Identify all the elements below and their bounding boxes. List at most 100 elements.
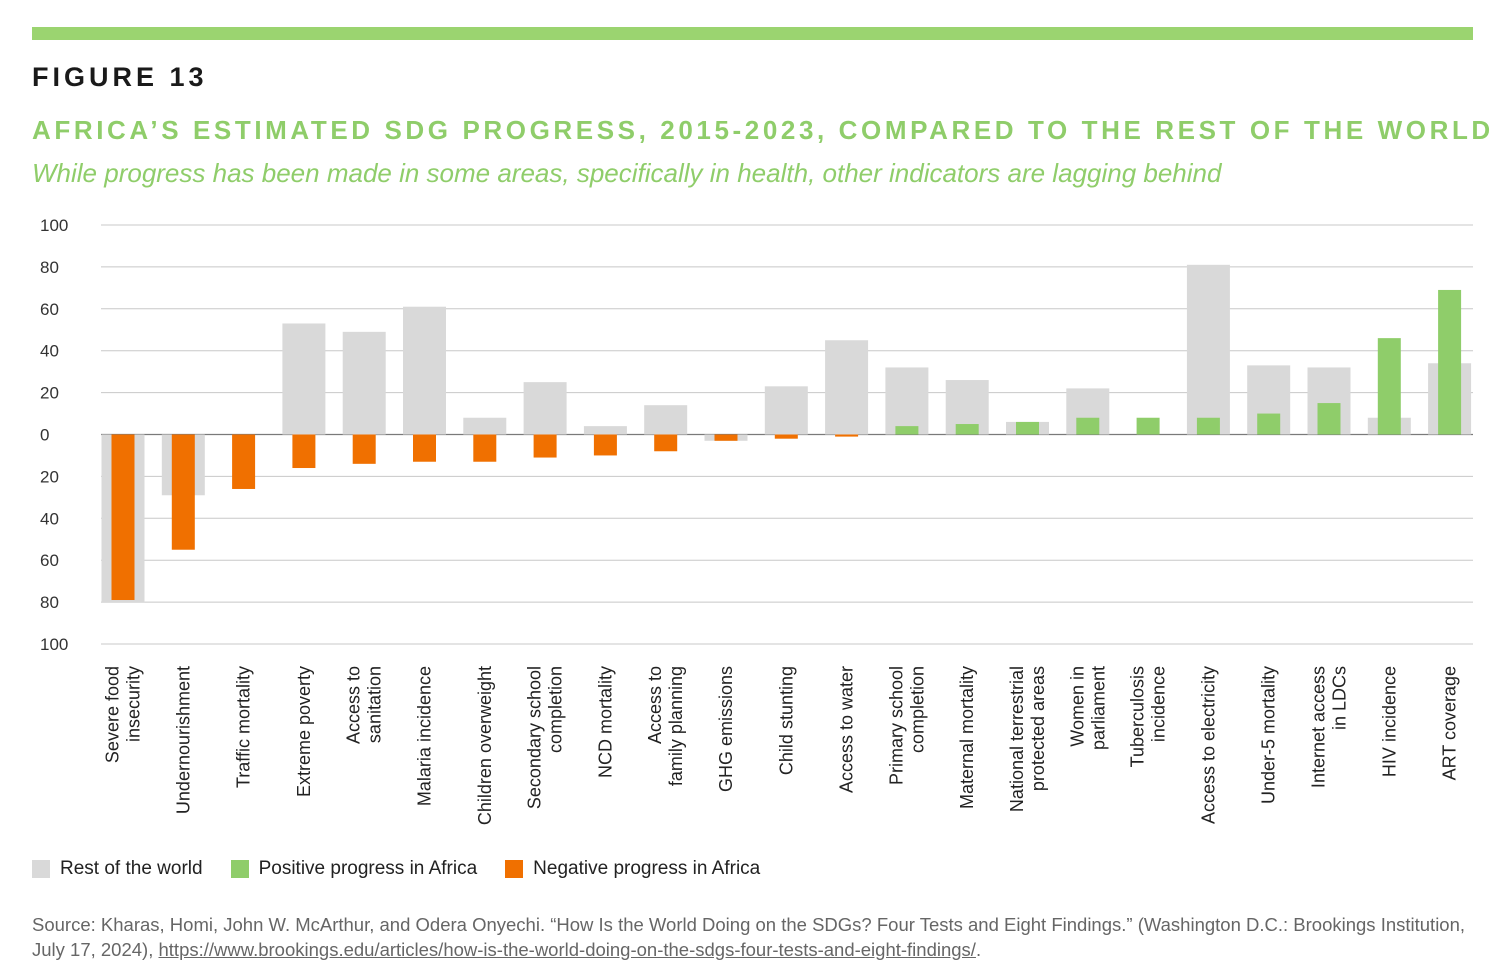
x-tick-label-line: Undernourishment — [173, 666, 193, 814]
bar-africa-negative — [473, 434, 497, 462]
y-tick-label: 20 — [40, 467, 59, 486]
x-tick-label-line: ART coverage — [1440, 666, 1460, 780]
bar-chart: 100 80 60 40 20 0 20 40 60 80 100 Severe food insecu… — [40, 216, 1473, 825]
bar-africa-negative — [835, 434, 859, 437]
bar-africa-negative — [171, 434, 195, 550]
x-tick-label-line: National terrestrial — [1007, 666, 1027, 812]
chart-subtitle: While progress has been made in some are… — [32, 158, 1222, 188]
legend-label-positive: Positive progress in Africa — [258, 858, 478, 879]
bar-africa-negative — [714, 434, 738, 441]
y-tick-label: 40 — [40, 509, 59, 528]
x-tick-label-line: Severe food — [103, 666, 123, 763]
bar-africa-positive — [1196, 417, 1220, 435]
bar-rest-of-world — [463, 417, 507, 435]
bar-rest-of-world — [523, 382, 567, 435]
x-tick-label-line: Child stunting — [776, 666, 796, 775]
bar-africa-positive — [895, 426, 919, 435]
y-tick-label: 80 — [40, 258, 59, 277]
bar-africa-negative — [413, 434, 436, 462]
legend-swatch-rest-of-world — [32, 860, 50, 878]
x-tick-label: HIV incidence — [1379, 666, 1399, 777]
x-tick-label: ART coverage — [1440, 666, 1460, 780]
x-tick-label-line: in LDCs — [1330, 666, 1350, 730]
x-tick-label: Extreme poverty — [294, 666, 314, 797]
x-tick-label: Secondary school completion — [525, 666, 566, 809]
x-tick-label: Primary school completion — [886, 666, 927, 785]
x-tick-label: Malaria incidence — [415, 666, 435, 806]
legend-swatch-negative — [505, 860, 524, 878]
bar-rest-of-world — [764, 386, 808, 435]
x-tick-label: National terrestrial protected areas — [1007, 666, 1048, 812]
legend: Rest of the world Positive progress in A… — [32, 858, 788, 880]
x-tick-label-line: Women in — [1067, 666, 1087, 747]
x-tick-label-line: Primary school — [886, 666, 906, 785]
source-link[interactable]: https://www.brookings.edu/articles/how-i… — [158, 939, 976, 960]
x-tick-label: Traffic mortality — [234, 666, 254, 788]
x-tick-label: Under-5 mortality — [1259, 666, 1279, 804]
bar-africa-positive — [1136, 417, 1160, 435]
x-tick-label: Maternal mortality — [957, 666, 977, 809]
legend-swatch-positive — [230, 860, 249, 878]
x-tick-label-line: Secondary school — [525, 666, 545, 809]
bar-africa-positive — [1016, 421, 1039, 435]
y-tick-label: 0 — [40, 426, 49, 445]
legend-label-rest-of-world: Rest of the world — [60, 858, 203, 879]
x-tick-label: Access to water — [837, 666, 857, 793]
bar-rest-of-world — [282, 323, 326, 435]
legend-item-rest-of-world: Rest of the world — [32, 858, 203, 880]
bar-africa-positive — [1438, 289, 1462, 435]
x-tick-label: Children overweight — [475, 666, 495, 825]
x-tick-label-line: Access to electricity — [1198, 666, 1218, 824]
y-tick-label: 100 — [40, 635, 68, 654]
legend-label-negative: Negative progress in Africa — [533, 858, 761, 879]
x-tick-label-line: HIV incidence — [1379, 666, 1399, 777]
x-tick-label: Undernourishment — [173, 666, 193, 814]
legend-item-negative: Negative progress in Africa — [505, 858, 760, 880]
x-tick-label-line: Traffic mortality — [234, 666, 254, 788]
y-tick-label: 60 — [40, 300, 59, 319]
y-tick-label: 100 — [40, 216, 68, 235]
chart-title: AFRICA’S ESTIMATED SDG PROGRESS, 2015-20… — [32, 115, 1494, 145]
x-tick-label-line: insecurity — [124, 666, 144, 742]
x-tick-label-line: GHG emissions — [716, 666, 736, 792]
x-tick-label-line: protected areas — [1028, 666, 1048, 791]
bar-rest-of-world — [403, 306, 446, 435]
x-tick-label: Women in parliament — [1067, 666, 1108, 750]
x-tick-label: Tuberculosis incidence — [1128, 666, 1169, 767]
x-tick-label-line: Malaria incidence — [415, 666, 435, 806]
bar-rest-of-world — [644, 405, 688, 435]
y-tick-label: 40 — [40, 342, 59, 361]
x-tick-label: Severe food insecurity — [103, 666, 144, 763]
x-tick-label: NCD mortality — [595, 666, 615, 778]
x-tick-label: Access to family planning — [645, 666, 686, 786]
bar-rest-of-world — [825, 340, 869, 435]
bar-africa-negative — [111, 434, 135, 601]
y-tick-label: 80 — [40, 593, 59, 612]
x-tick-label: Child stunting — [776, 666, 796, 775]
x-tick-label-line: family planning — [666, 666, 686, 786]
bar-rest-of-world — [342, 331, 386, 435]
bar-rest-of-world — [885, 367, 929, 435]
legend-item-positive: Positive progress in Africa — [230, 858, 478, 880]
x-tick-label: Internet access in LDCs — [1309, 666, 1350, 788]
bar-africa-negative — [654, 434, 678, 452]
x-tick-label-line: Children overweight — [475, 666, 495, 825]
x-tick-label-line: Internet access — [1309, 666, 1329, 788]
x-tick-label-line: Under-5 mortality — [1259, 666, 1279, 804]
x-tick-label-line: Access to — [645, 666, 665, 744]
x-tick-label-line: NCD mortality — [595, 666, 615, 778]
x-tick-label-line: completion — [546, 666, 566, 753]
x-tick-label-line: Access to water — [837, 666, 857, 793]
source-text: Source: Kharas, Homi, John W. McArthur, … — [32, 914, 1466, 960]
figure-label: FIGURE 13 — [32, 62, 208, 92]
bar-africa-negative — [533, 434, 557, 458]
bar-africa-positive — [1257, 413, 1281, 435]
bar-rest-of-world — [583, 426, 627, 435]
x-tick-label-line: completion — [907, 666, 927, 753]
x-tick-label: Access to sanitation — [344, 666, 385, 744]
x-tick-label-line: Maternal mortality — [957, 666, 977, 809]
bar-rest-of-world — [1186, 264, 1230, 435]
y-tick-label: 20 — [40, 384, 59, 403]
x-tick-label-line: Extreme poverty — [294, 666, 314, 797]
x-tick-label: GHG emissions — [716, 666, 736, 792]
